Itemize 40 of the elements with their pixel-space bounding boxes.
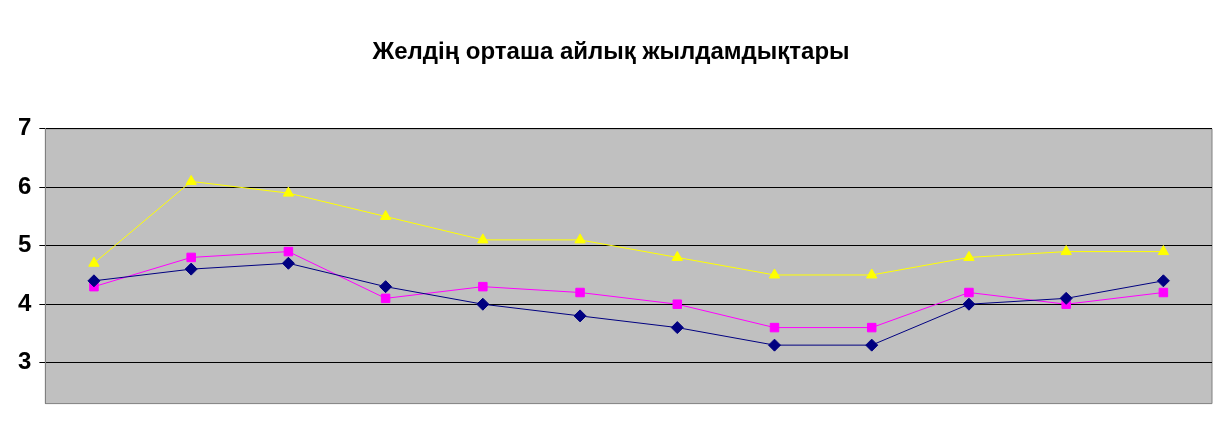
point [672,299,683,309]
point [380,293,391,304]
point [671,250,683,261]
point [1060,245,1072,256]
point [184,262,198,276]
point [1156,274,1170,288]
y-tick-label: 3 [17,347,32,375]
y-tick-label: 6 [17,171,32,199]
y-tick-label: 5 [17,230,32,258]
point [478,281,488,292]
point [379,280,393,294]
point [768,338,782,352]
point [282,186,295,197]
point [87,274,101,288]
y-tick-label: 7 [17,113,32,141]
point [185,174,197,185]
point [963,250,975,261]
point [1158,287,1169,298]
point [574,233,586,244]
point [865,338,879,352]
point [670,321,684,335]
point [769,322,780,333]
point [866,322,877,333]
point [768,268,781,279]
point [1157,245,1170,256]
point [477,233,489,244]
point [964,287,974,298]
point [88,256,100,267]
point [575,287,585,298]
point [1059,291,1073,305]
point [186,252,196,263]
point [962,297,976,311]
y-tick-label: 4 [17,288,32,316]
point [866,268,878,279]
point [573,309,587,323]
point [379,210,392,220]
point [476,297,490,311]
point [281,256,295,270]
chart-title: Желдің орташа айлық жылдамдықтары [371,37,850,65]
point [283,246,294,257]
